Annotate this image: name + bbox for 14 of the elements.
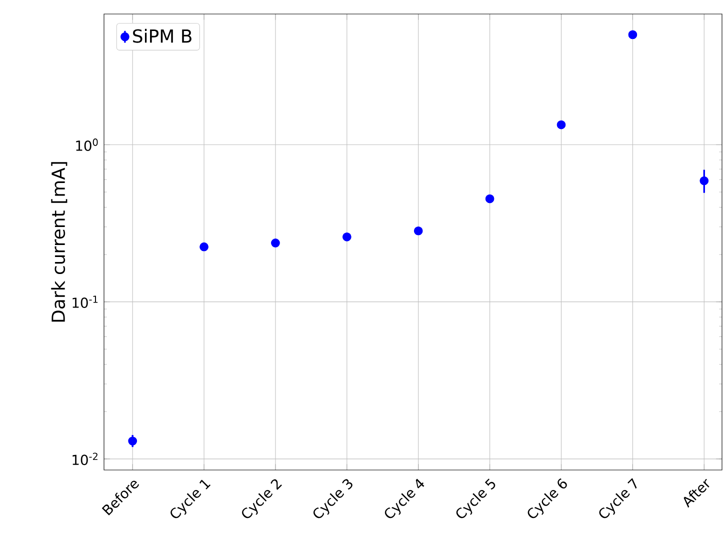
legend-label: SiPM B xyxy=(133,28,192,43)
point xyxy=(200,242,208,252)
y-tick-label: 10$^{0}$ xyxy=(76,138,98,151)
point xyxy=(485,194,494,204)
point xyxy=(271,238,280,248)
y-tick-label: 10$^{-2}$ xyxy=(72,452,98,466)
point xyxy=(128,436,138,446)
point xyxy=(700,176,709,186)
y-axis-title: Dark current [mA] xyxy=(51,162,68,322)
point xyxy=(556,120,566,130)
point xyxy=(628,30,638,40)
point xyxy=(342,232,352,242)
y-tick-label: 10$^{-1}$ xyxy=(72,296,98,308)
point xyxy=(414,226,423,236)
